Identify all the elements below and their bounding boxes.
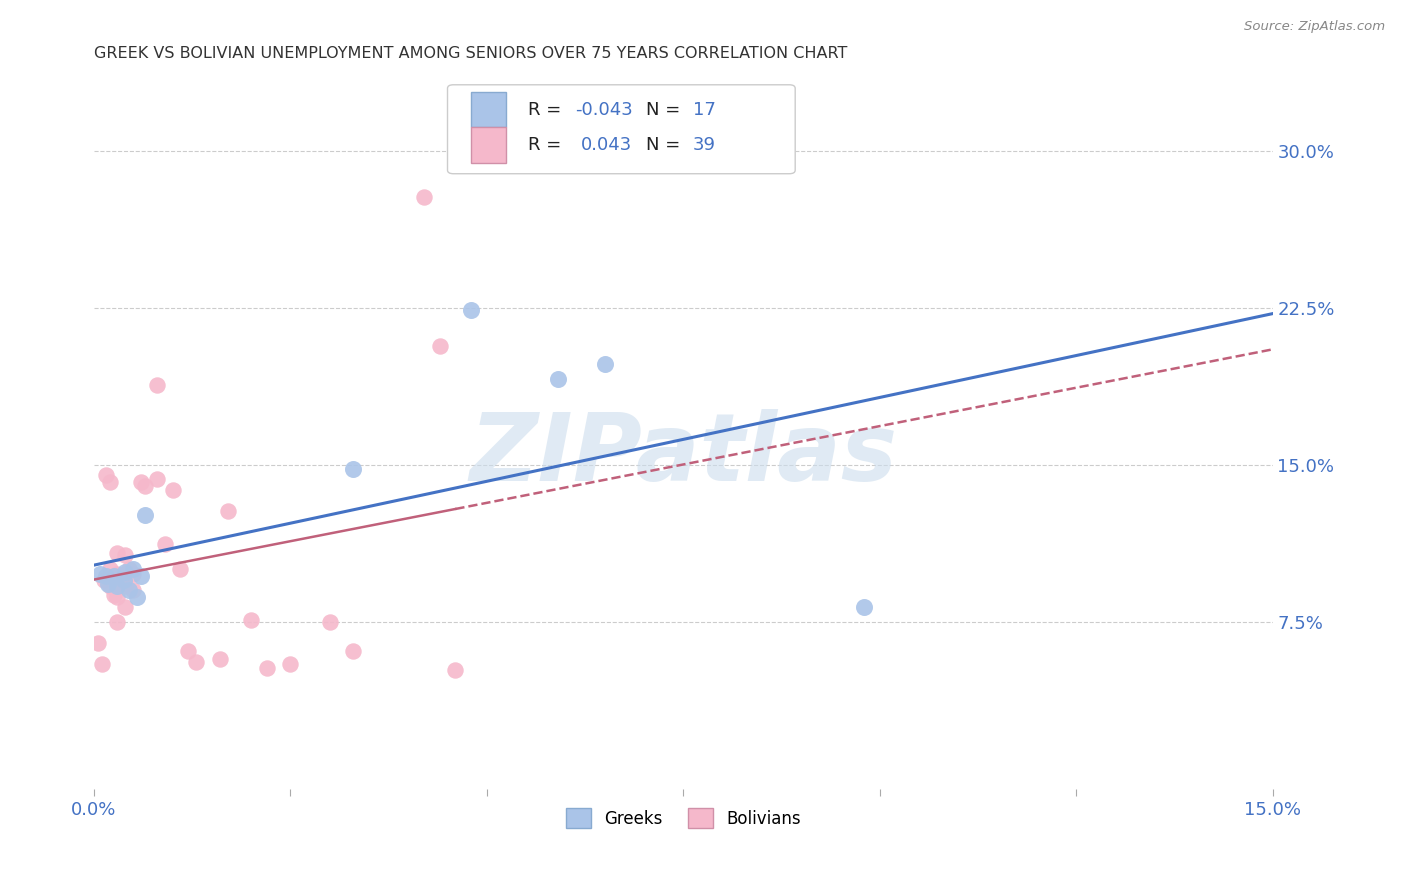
Point xyxy=(146,473,169,487)
Text: N =: N = xyxy=(645,101,686,119)
Point xyxy=(129,568,152,582)
Point xyxy=(107,577,129,591)
Point xyxy=(89,566,111,581)
Text: Source: ZipAtlas.com: Source: ZipAtlas.com xyxy=(1244,20,1385,33)
FancyBboxPatch shape xyxy=(471,128,506,163)
Point xyxy=(153,537,176,551)
Point xyxy=(103,588,125,602)
Point xyxy=(127,590,149,604)
Point xyxy=(97,577,120,591)
Point xyxy=(134,508,156,522)
Point xyxy=(112,573,135,587)
Point xyxy=(107,590,129,604)
Point xyxy=(429,338,451,352)
Point xyxy=(129,475,152,489)
Point xyxy=(93,573,115,587)
Text: R =: R = xyxy=(527,136,572,154)
Point xyxy=(114,579,136,593)
Point xyxy=(217,504,239,518)
Point xyxy=(547,372,569,386)
Point xyxy=(146,378,169,392)
Point xyxy=(98,579,121,593)
Point xyxy=(122,583,145,598)
Point xyxy=(208,652,231,666)
Text: GREEK VS BOLIVIAN UNEMPLOYMENT AMONG SENIORS OVER 75 YEARS CORRELATION CHART: GREEK VS BOLIVIAN UNEMPLOYMENT AMONG SEN… xyxy=(94,46,848,62)
Point xyxy=(87,636,110,650)
Point xyxy=(162,483,184,497)
Point xyxy=(94,468,117,483)
Point xyxy=(342,462,364,476)
Point xyxy=(593,357,616,371)
Point xyxy=(90,657,112,671)
Point xyxy=(103,568,125,582)
Text: ZIPatlas: ZIPatlas xyxy=(470,409,897,500)
Point xyxy=(98,562,121,576)
Point xyxy=(240,613,263,627)
Point xyxy=(114,566,136,581)
Point xyxy=(444,663,467,677)
Point xyxy=(107,615,129,629)
Point xyxy=(122,566,145,581)
Point xyxy=(114,600,136,615)
Point xyxy=(98,475,121,489)
Point xyxy=(460,302,482,317)
Text: R =: R = xyxy=(527,101,567,119)
Text: N =: N = xyxy=(645,136,686,154)
Point xyxy=(342,644,364,658)
Point xyxy=(118,562,141,576)
Point xyxy=(177,644,200,658)
Point xyxy=(107,566,129,581)
Point xyxy=(118,583,141,598)
Point xyxy=(107,546,129,560)
Point xyxy=(318,615,340,629)
Text: -0.043: -0.043 xyxy=(575,101,633,119)
Point xyxy=(94,568,117,582)
Text: 0.043: 0.043 xyxy=(581,136,631,154)
Point xyxy=(413,190,436,204)
Point xyxy=(107,579,129,593)
Legend: Greeks, Bolivians: Greeks, Bolivians xyxy=(560,802,807,834)
FancyBboxPatch shape xyxy=(471,92,506,128)
Point xyxy=(169,562,191,576)
FancyBboxPatch shape xyxy=(447,85,796,174)
Point xyxy=(134,479,156,493)
Point xyxy=(122,562,145,576)
Point xyxy=(114,548,136,562)
Point xyxy=(114,565,136,579)
Text: 17: 17 xyxy=(693,101,716,119)
Point xyxy=(184,655,207,669)
Point xyxy=(280,657,302,671)
Point xyxy=(852,600,875,615)
Text: 39: 39 xyxy=(693,136,716,154)
Point xyxy=(256,661,278,675)
